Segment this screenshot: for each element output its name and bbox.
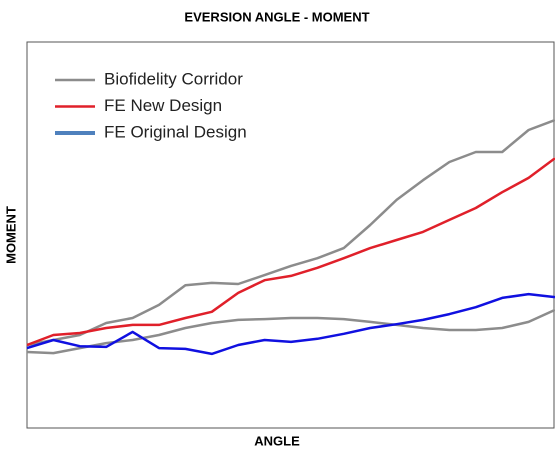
x-axis-label: ANGLE — [254, 433, 300, 448]
legend-text: FE New Design — [104, 96, 222, 115]
data-line — [26, 292, 555, 356]
data-line — [26, 157, 555, 347]
data-line — [26, 118, 555, 347]
y-axis-label: MOMENT — [3, 206, 18, 264]
legend-text: FE Original Design — [104, 122, 247, 141]
plot-frame — [26, 41, 555, 429]
legend-text: Biofidelity Corridor — [104, 69, 243, 88]
chart-title: EVERSION ANGLE - MOMENT — [184, 9, 369, 24]
